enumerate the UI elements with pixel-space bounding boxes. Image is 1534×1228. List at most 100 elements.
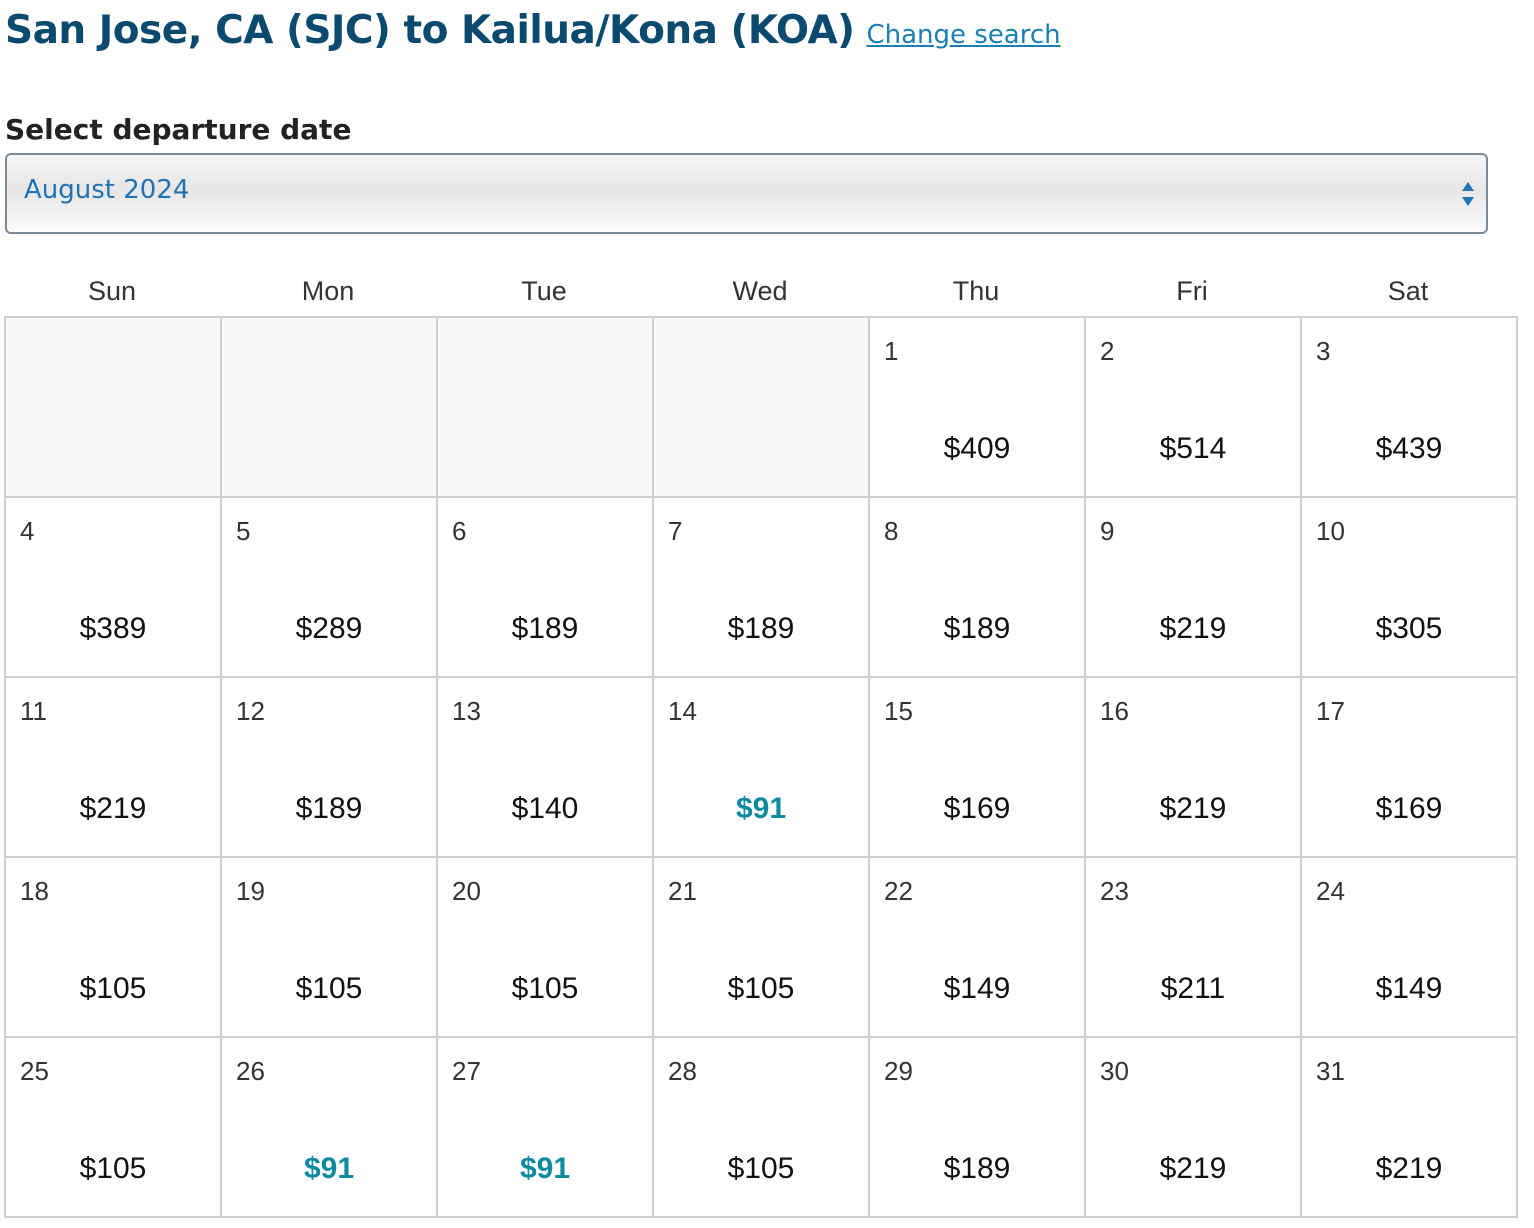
fare-price: $105: [727, 1152, 795, 1185]
day-number: 29: [884, 1056, 913, 1086]
fare-price: $105: [79, 972, 147, 1005]
day-cell[interactable]: 7 $189: [654, 498, 870, 678]
day-cell[interactable]: 2 $514: [1086, 318, 1302, 498]
day-cell[interactable]: 22 $149: [870, 858, 1086, 1038]
day-cell[interactable]: 17 $169: [1302, 678, 1518, 858]
day-number: 30: [1100, 1056, 1129, 1086]
day-number: 12: [236, 696, 265, 726]
day-cell[interactable]: 5 $289: [222, 498, 438, 678]
day-cell[interactable]: 1 $409: [870, 318, 1086, 498]
fare-price: $514: [1159, 432, 1227, 465]
day-cell[interactable]: 24 $149: [1302, 858, 1518, 1038]
day-cell[interactable]: 31 $219: [1302, 1038, 1518, 1218]
day-cell[interactable]: 9 $219: [1086, 498, 1302, 678]
weekday-sat: Sat: [1387, 276, 1429, 306]
empty-day-cell: [654, 318, 870, 498]
fare-price: $219: [1159, 792, 1227, 825]
day-cell[interactable]: 10 $305: [1302, 498, 1518, 678]
fare-price: $105: [511, 972, 579, 1005]
fare-price: $439: [1375, 432, 1443, 465]
day-number: 20: [452, 876, 481, 906]
fare-price: $169: [1375, 792, 1443, 825]
fare-price: $219: [1375, 1152, 1443, 1185]
weekday-mon: Mon: [301, 276, 355, 306]
day-cell[interactable]: 21 $105: [654, 858, 870, 1038]
fare-price: $189: [943, 1152, 1011, 1185]
weekday-fri: Fri: [1176, 276, 1208, 306]
weekday-header-row: Sun Mon Tue Wed Thu Fri Sat: [4, 276, 1516, 307]
fare-price: $389: [79, 612, 147, 645]
day-number: 26: [236, 1056, 265, 1086]
day-cell[interactable]: 11 $219: [6, 678, 222, 858]
empty-day-cell: [222, 318, 438, 498]
fare-price: $149: [943, 972, 1011, 1005]
day-number: 22: [884, 876, 913, 906]
day-number: 16: [1100, 696, 1129, 726]
day-cell[interactable]: 23 $211: [1086, 858, 1302, 1038]
fare-price: $169: [943, 792, 1011, 825]
day-number: 5: [236, 516, 251, 546]
day-number: 2: [1100, 336, 1115, 366]
day-number: 25: [20, 1056, 49, 1086]
day-cell[interactable]: 14 $91: [654, 678, 870, 858]
fare-price: $105: [295, 972, 363, 1005]
weekday-sun: Sun: [87, 276, 137, 306]
page-header: San Jose, CA (SJC) to Kailua/Kona (KOA) …: [5, 8, 1061, 53]
day-cell[interactable]: 19 $105: [222, 858, 438, 1038]
day-cell[interactable]: 4 $389: [6, 498, 222, 678]
day-cell[interactable]: 27 $91: [438, 1038, 654, 1218]
day-number: 13: [452, 696, 481, 726]
month-select-value: August 2024: [24, 175, 190, 205]
day-cell[interactable]: 12 $189: [222, 678, 438, 858]
day-cell[interactable]: 30 $219: [1086, 1038, 1302, 1218]
fare-price: $305: [1375, 612, 1443, 645]
day-number: 11: [20, 696, 47, 726]
day-number: 18: [20, 876, 49, 906]
fare-price: $211: [1160, 972, 1226, 1005]
day-cell[interactable]: 3 $439: [1302, 318, 1518, 498]
day-number: 9: [1100, 516, 1115, 546]
fare-price: $219: [1159, 612, 1227, 645]
empty-day-cell: [6, 318, 222, 498]
day-number: 19: [236, 876, 265, 906]
fare-calendar: 1 $409 2 $514 3 $439 4 $389 5 $289 6 $189 7 $189 8 $189…: [4, 316, 1518, 1218]
day-cell[interactable]: 28 $105: [654, 1038, 870, 1218]
day-cell[interactable]: 18 $105: [6, 858, 222, 1038]
day-number: 17: [1316, 696, 1345, 726]
month-select[interactable]: August 2024: [5, 153, 1488, 234]
fare-price: $219: [1159, 1152, 1227, 1185]
day-cell[interactable]: 8 $189: [870, 498, 1086, 678]
day-number: 6: [452, 516, 467, 546]
day-cell[interactable]: 13 $140: [438, 678, 654, 858]
day-cell[interactable]: 29 $189: [870, 1038, 1086, 1218]
day-cell[interactable]: 26 $91: [222, 1038, 438, 1218]
day-cell[interactable]: 16 $219: [1086, 678, 1302, 858]
day-cell[interactable]: 25 $105: [6, 1038, 222, 1218]
fare-price: $189: [727, 612, 795, 645]
day-number: 21: [668, 876, 697, 906]
fare-price: $105: [79, 1152, 147, 1185]
weekday-thu: Thu: [952, 276, 1000, 306]
day-number: 23: [1100, 876, 1129, 906]
day-number: 7: [668, 516, 683, 546]
weekday-wed: Wed: [732, 276, 788, 306]
day-number: 15: [884, 696, 913, 726]
day-number: 24: [1316, 876, 1345, 906]
day-cell[interactable]: 6 $189: [438, 498, 654, 678]
day-number: 3: [1316, 336, 1331, 366]
fare-price: $149: [1375, 972, 1443, 1005]
day-cell[interactable]: 15 $169: [870, 678, 1086, 858]
empty-day-cell: [438, 318, 654, 498]
day-number: 14: [668, 696, 697, 726]
day-cell[interactable]: 20 $105: [438, 858, 654, 1038]
change-search-link[interactable]: Change search: [866, 20, 1061, 50]
fare-price: $219: [79, 792, 147, 825]
fare-price: $189: [943, 612, 1011, 645]
day-number: 4: [20, 516, 35, 546]
day-number: 10: [1316, 516, 1345, 546]
day-number: 8: [884, 516, 899, 546]
fare-price: $409: [943, 432, 1011, 465]
fare-price: $189: [511, 612, 579, 645]
lowest-fare-price: $91: [303, 1152, 355, 1185]
lowest-fare-price: $91: [735, 792, 787, 825]
